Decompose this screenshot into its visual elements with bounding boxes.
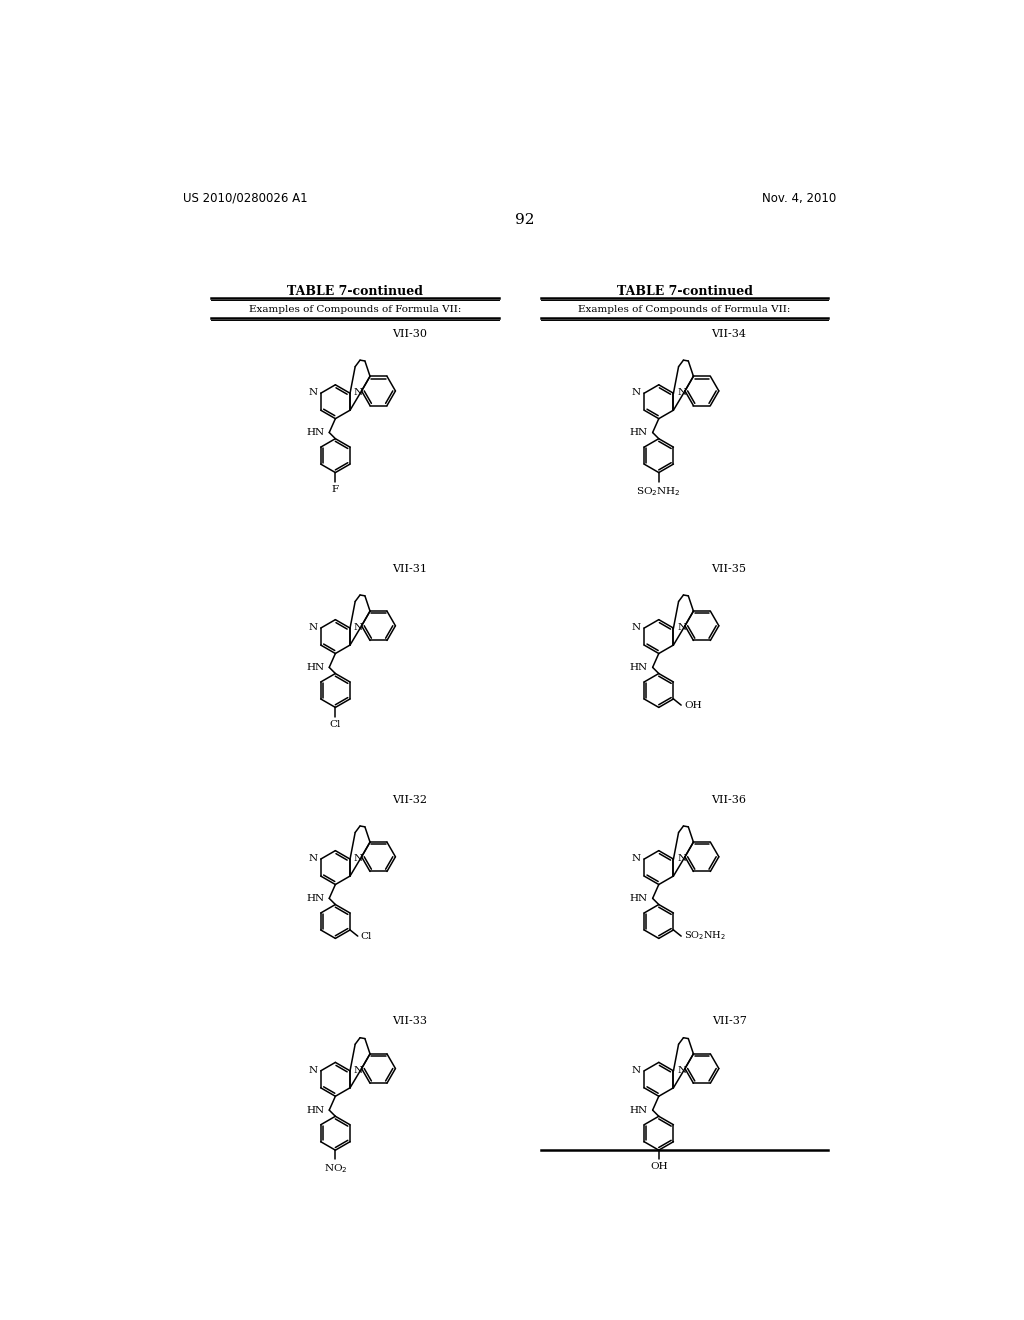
Text: N: N: [632, 388, 641, 397]
Text: Examples of Compounds of Formula VII:: Examples of Compounds of Formula VII:: [249, 305, 461, 314]
Text: VII-34: VII-34: [712, 329, 746, 339]
Text: VII-31: VII-31: [392, 564, 427, 574]
Text: OH: OH: [650, 1163, 668, 1171]
Text: HN: HN: [630, 428, 648, 437]
Text: HN: HN: [306, 663, 325, 672]
Text: VII-32: VII-32: [392, 795, 427, 805]
Text: N: N: [632, 623, 641, 632]
Text: HN: HN: [306, 1106, 325, 1114]
Text: HN: HN: [630, 663, 648, 672]
Text: N: N: [308, 1065, 317, 1074]
Text: N: N: [354, 1065, 364, 1074]
Text: SO$_2$NH$_2$: SO$_2$NH$_2$: [684, 929, 726, 942]
Text: N: N: [632, 854, 641, 863]
Text: N: N: [308, 854, 317, 863]
Text: N: N: [308, 623, 317, 632]
Text: HN: HN: [306, 894, 325, 903]
Text: VII-30: VII-30: [392, 329, 427, 339]
Text: Examples of Compounds of Formula VII:: Examples of Compounds of Formula VII:: [579, 305, 791, 314]
Text: N: N: [677, 854, 686, 863]
Text: HN: HN: [630, 1106, 648, 1114]
Text: VII-33: VII-33: [392, 1016, 427, 1026]
Text: US 2010/0280026 A1: US 2010/0280026 A1: [183, 191, 307, 205]
Text: N: N: [677, 1065, 686, 1074]
Text: N: N: [632, 1065, 641, 1074]
Text: N: N: [308, 388, 317, 397]
Text: N: N: [354, 388, 364, 397]
Text: VII-36: VII-36: [712, 795, 746, 805]
Text: HN: HN: [306, 428, 325, 437]
Text: Nov. 4, 2010: Nov. 4, 2010: [762, 191, 837, 205]
Text: VII-37: VII-37: [712, 1016, 746, 1026]
Text: N: N: [677, 388, 686, 397]
Text: TABLE 7-continued: TABLE 7-continued: [616, 285, 753, 298]
Text: N: N: [677, 623, 686, 632]
Text: Cl: Cl: [330, 719, 341, 729]
Text: N: N: [354, 623, 364, 632]
Text: HN: HN: [630, 894, 648, 903]
Text: VII-35: VII-35: [712, 564, 746, 574]
Text: TABLE 7-continued: TABLE 7-continued: [287, 285, 423, 298]
Text: N: N: [354, 854, 364, 863]
Text: NO$_2$: NO$_2$: [324, 1163, 347, 1175]
Text: Cl: Cl: [360, 932, 372, 941]
Text: OH: OH: [684, 701, 701, 710]
Text: F: F: [332, 484, 339, 494]
Text: SO$_2$NH$_2$: SO$_2$NH$_2$: [637, 484, 681, 498]
Text: 92: 92: [515, 213, 535, 227]
